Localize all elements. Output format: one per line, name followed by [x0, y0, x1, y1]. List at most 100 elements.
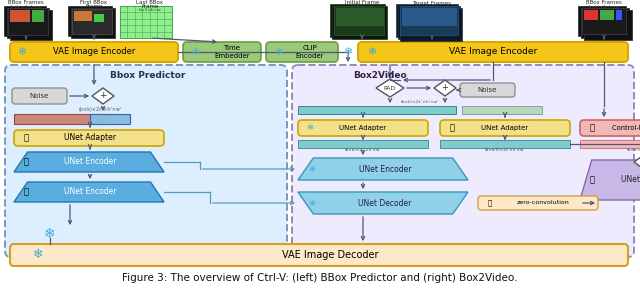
Text: (b×k)×2c'×h'×w': (b×k)×2c'×h'×w' — [345, 148, 381, 152]
Text: (b×k)×2c'×h'×w': (b×k)×2c'×h'×w' — [401, 100, 439, 104]
Bar — [462, 106, 542, 114]
FancyBboxPatch shape — [10, 244, 628, 266]
Text: ❄: ❄ — [191, 47, 199, 57]
Text: Box2Video: Box2Video — [353, 72, 407, 81]
Text: (b×k)×3×h×w: (b×k)×3×h×w — [10, 4, 42, 8]
Text: (b×k/5)×2c'×h'×w': (b×k/5)×2c'×h'×w' — [484, 148, 525, 152]
Bar — [14, 114, 104, 124]
FancyBboxPatch shape — [266, 42, 338, 62]
FancyBboxPatch shape — [298, 120, 428, 136]
Text: (b×k)×3×h×w: (b×k)×3×h×w — [588, 4, 620, 8]
Bar — [581, 8, 629, 38]
FancyBboxPatch shape — [14, 130, 164, 146]
Bar — [440, 140, 570, 148]
Text: UNet Decoder: UNet Decoder — [358, 198, 412, 207]
Bar — [298, 106, 456, 114]
Bar — [298, 140, 428, 148]
Text: Frame: Frame — [85, 4, 102, 9]
Text: Target Frames: Target Frames — [413, 1, 451, 6]
Text: UNet Adapter: UNet Adapter — [339, 125, 387, 131]
Bar — [94, 14, 104, 22]
Bar — [330, 4, 385, 37]
Text: PAD: PAD — [384, 86, 396, 91]
Polygon shape — [92, 88, 114, 104]
Bar — [120, 6, 172, 38]
Polygon shape — [376, 79, 404, 97]
Text: Noise: Noise — [29, 93, 49, 99]
Text: ❄: ❄ — [308, 164, 316, 173]
FancyBboxPatch shape — [12, 88, 67, 104]
Text: (b×k)×2c'×h'×w': (b×k)×2c'×h'×w' — [78, 107, 122, 113]
Bar — [396, 4, 458, 37]
FancyBboxPatch shape — [580, 120, 640, 136]
Text: 🔥: 🔥 — [24, 187, 29, 196]
Polygon shape — [298, 158, 468, 180]
FancyBboxPatch shape — [5, 65, 287, 257]
Text: b×3×h×w: b×3×h×w — [139, 8, 161, 12]
FancyBboxPatch shape — [460, 83, 515, 97]
Bar — [600, 10, 614, 20]
Text: ❄: ❄ — [274, 47, 282, 57]
Bar — [7, 8, 49, 38]
FancyBboxPatch shape — [183, 42, 261, 62]
FancyBboxPatch shape — [478, 196, 598, 210]
Bar — [68, 6, 112, 36]
Text: ❄: ❄ — [44, 227, 56, 241]
Text: 🔥: 🔥 — [449, 123, 454, 132]
Bar — [90, 114, 130, 124]
Bar — [334, 6, 384, 35]
Bar — [398, 6, 460, 39]
Text: ❄: ❄ — [308, 198, 316, 207]
Text: Control-Net Adapter: Control-Net Adapter — [612, 125, 640, 131]
Text: 🔥: 🔥 — [488, 200, 492, 206]
Bar — [8, 8, 48, 35]
Text: UNet Encoder: UNet Encoder — [359, 164, 412, 173]
Text: VAE Image Encoder: VAE Image Encoder — [53, 47, 135, 56]
Text: ❄: ❄ — [17, 47, 27, 57]
Bar — [74, 11, 92, 21]
Bar — [584, 10, 632, 40]
Text: b×3×h×w: b×3×h×w — [351, 4, 373, 8]
Polygon shape — [14, 152, 164, 172]
Text: (b×k)×3×h×w: (b×k)×3×h×w — [416, 4, 448, 8]
Text: b×3×h×w: b×3×h×w — [83, 8, 106, 12]
Text: VAE Image Encoder: VAE Image Encoder — [449, 47, 537, 56]
Polygon shape — [298, 192, 468, 214]
Text: Bbox Predictor: Bbox Predictor — [110, 72, 186, 81]
Bar — [584, 10, 598, 20]
Text: 🔥: 🔥 — [24, 157, 29, 166]
Polygon shape — [14, 182, 164, 202]
Text: 🔥: 🔥 — [24, 134, 29, 143]
Polygon shape — [580, 160, 640, 200]
Text: UNet Encoder: UNet Encoder — [64, 187, 116, 196]
Text: 🔥: 🔥 — [589, 123, 595, 132]
Text: UNet Encoder: UNet Encoder — [64, 157, 116, 166]
Bar — [580, 140, 640, 148]
Bar — [10, 10, 52, 40]
Text: Noise: Noise — [477, 87, 497, 93]
Text: Time
Embedder: Time Embedder — [214, 45, 250, 58]
FancyBboxPatch shape — [10, 42, 178, 62]
Text: (b×k)×2c'×h'×w': (b×k)×2c'×h'×w' — [627, 148, 640, 152]
FancyBboxPatch shape — [440, 120, 570, 136]
FancyBboxPatch shape — [292, 65, 634, 257]
Text: Last BBox: Last BBox — [136, 1, 163, 6]
Text: Frame: Frame — [141, 4, 159, 9]
Bar — [400, 8, 462, 41]
Bar — [72, 9, 112, 34]
Text: UNet Adapter: UNet Adapter — [481, 125, 529, 131]
Text: ❄: ❄ — [33, 249, 44, 262]
Text: BBox Frames: BBox Frames — [586, 1, 622, 6]
Bar — [71, 8, 115, 38]
Text: CLIP
Encoder: CLIP Encoder — [296, 45, 324, 58]
Bar — [578, 6, 626, 36]
Text: +: + — [442, 84, 449, 93]
Text: Figure 3: The overview of Ctrl-V: (left) BBox Predictor and (right) Box2Video.: Figure 3: The overview of Ctrl-V: (left)… — [122, 273, 518, 283]
Bar — [32, 10, 44, 22]
Bar — [10, 10, 30, 22]
Bar — [616, 10, 622, 20]
Text: VAE Image Decoder: VAE Image Decoder — [282, 250, 378, 260]
Text: +: + — [99, 91, 107, 100]
Text: ❄: ❄ — [343, 47, 353, 57]
Text: UNet Encoder: UNet Encoder — [621, 175, 640, 184]
